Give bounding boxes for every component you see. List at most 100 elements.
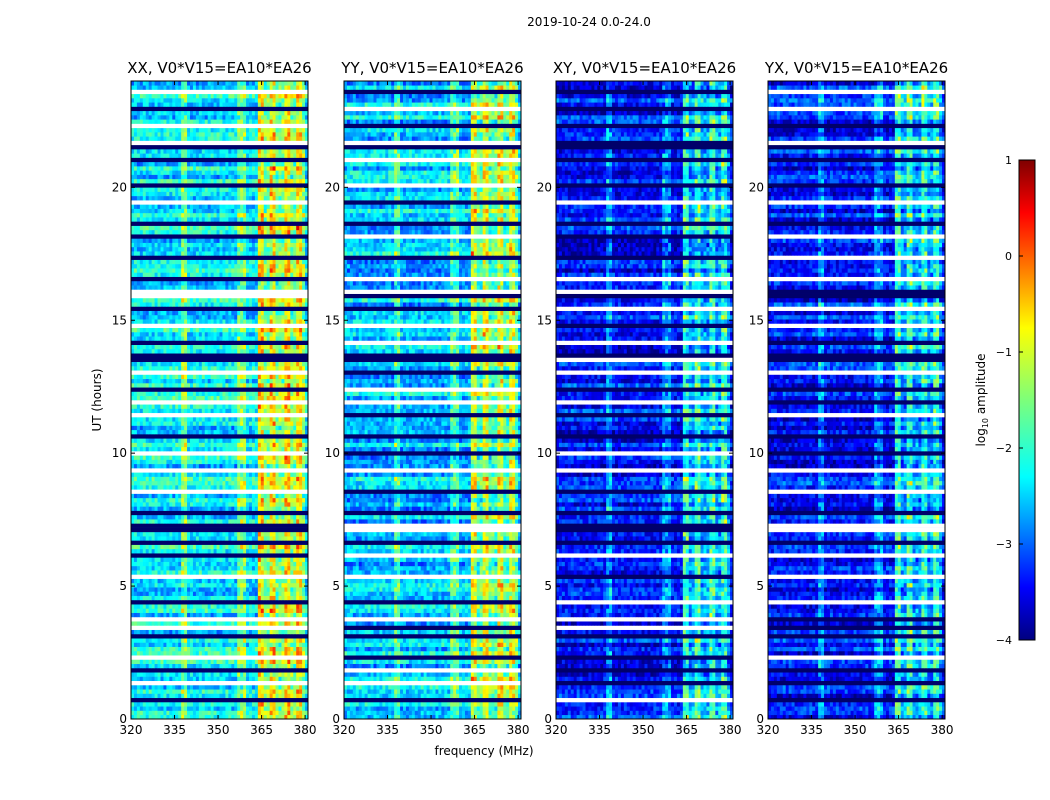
heatmap-cell <box>296 684 300 690</box>
heatmap-cell <box>237 404 241 409</box>
heatmap-cell <box>210 272 214 277</box>
heatmap-cell <box>172 485 176 490</box>
heatmap-cell <box>257 650 262 656</box>
heatmap-cell <box>240 229 244 235</box>
heatmap-cell <box>204 297 208 303</box>
heatmap-cell <box>187 408 191 414</box>
heatmap-cell <box>222 285 226 290</box>
heatmap-cell <box>263 684 267 690</box>
heatmap-cell <box>204 251 208 256</box>
heatmap-cell <box>269 714 273 720</box>
heatmap-cell <box>192 714 197 720</box>
heatmap-cell <box>133 331 138 337</box>
heatmap-cell <box>263 693 267 699</box>
heatmap-cell <box>290 446 294 452</box>
heatmap-cell <box>207 404 211 409</box>
heatmap-cell <box>133 382 138 388</box>
heatmap-cell <box>131 391 135 397</box>
heatmap-cell <box>172 259 176 265</box>
heatmap-cell <box>139 561 144 567</box>
heatmap-cell <box>266 285 270 290</box>
heatmap-cell <box>296 361 300 367</box>
heatmap-cell <box>133 429 138 435</box>
heatmap-cell <box>175 327 179 333</box>
heatmap-cell <box>231 578 235 584</box>
heatmap-cell <box>296 706 300 711</box>
heatmap-cell <box>302 314 306 320</box>
heatmap-cell <box>172 429 176 435</box>
heatmap-cell <box>231 531 235 537</box>
heatmap-cell <box>299 506 303 511</box>
heatmap-cell <box>284 442 288 448</box>
heatmap-cell <box>302 395 306 401</box>
heatmap-cell <box>181 395 185 401</box>
heatmap-cell <box>254 621 259 626</box>
heatmap-cell <box>263 604 267 609</box>
heatmap-cell <box>163 608 167 613</box>
heatmap-cell <box>210 302 214 307</box>
heatmap-cell <box>136 268 141 273</box>
heatmap-cell <box>136 442 141 448</box>
heatmap-cell <box>281 650 285 656</box>
heatmap-cell <box>231 374 235 380</box>
heatmap-cell <box>305 557 309 562</box>
heatmap-cell <box>157 361 161 367</box>
heatmap-cell <box>269 429 273 435</box>
heatmap-cell <box>172 570 176 575</box>
heatmap-cell <box>142 693 147 699</box>
heatmap-cell <box>131 502 135 507</box>
heatmap-cell <box>246 251 250 256</box>
heatmap-cell <box>287 650 291 656</box>
heatmap-cell <box>187 391 191 397</box>
heatmap-cell <box>302 336 306 341</box>
heatmap-cell <box>195 629 200 635</box>
heatmap-cell <box>257 285 262 290</box>
heatmap-cell <box>192 251 197 256</box>
heatmap-cell <box>222 672 226 677</box>
heatmap-cell <box>260 242 265 248</box>
heatmap-cell <box>296 544 300 550</box>
heatmap-cell <box>157 242 161 248</box>
heatmap-cell <box>195 663 200 669</box>
heatmap-cell <box>302 557 306 562</box>
heatmap-cell <box>145 331 149 337</box>
heatmap-cell <box>275 595 279 601</box>
heatmap-cell <box>243 459 247 465</box>
heatmap-cell <box>254 557 259 562</box>
heatmap-cell <box>275 463 279 469</box>
heatmap-cell <box>243 659 247 665</box>
heatmap-cell <box>275 268 279 273</box>
heatmap-cell <box>148 331 152 337</box>
heatmap-cell <box>254 404 259 409</box>
heatmap-cell <box>246 238 250 243</box>
heatmap-cell <box>133 297 138 303</box>
heatmap-cell <box>234 374 238 380</box>
heatmap-cell <box>160 706 164 711</box>
heatmap-cell <box>231 463 235 469</box>
heatmap-cell <box>305 417 309 422</box>
heatmap-cell <box>210 391 214 397</box>
heatmap-cell <box>243 502 247 507</box>
heatmap-cell <box>157 701 161 707</box>
heatmap-cell <box>234 314 238 320</box>
heatmap-cell <box>246 429 250 435</box>
heatmap-cell <box>260 706 265 711</box>
heatmap-cell <box>234 689 238 694</box>
heatmap-cell <box>195 506 200 511</box>
heatmap-cell <box>305 672 309 677</box>
heatmap-cell <box>148 476 152 482</box>
heatmap-cell <box>237 442 241 448</box>
heatmap-cell <box>281 246 285 252</box>
heatmap-cell <box>151 548 155 554</box>
heatmap-cell <box>133 684 138 690</box>
heatmap-cell <box>175 582 179 588</box>
heatmap-cell <box>266 238 270 243</box>
heatmap-cell <box>234 438 238 443</box>
heatmap-cell <box>136 578 141 584</box>
heatmap-cell <box>157 506 161 511</box>
heatmap-cell <box>243 693 247 699</box>
heatmap-cell <box>133 404 138 409</box>
heatmap-cell <box>302 701 306 707</box>
heatmap-cell <box>299 502 303 507</box>
heatmap-cell <box>222 710 226 716</box>
